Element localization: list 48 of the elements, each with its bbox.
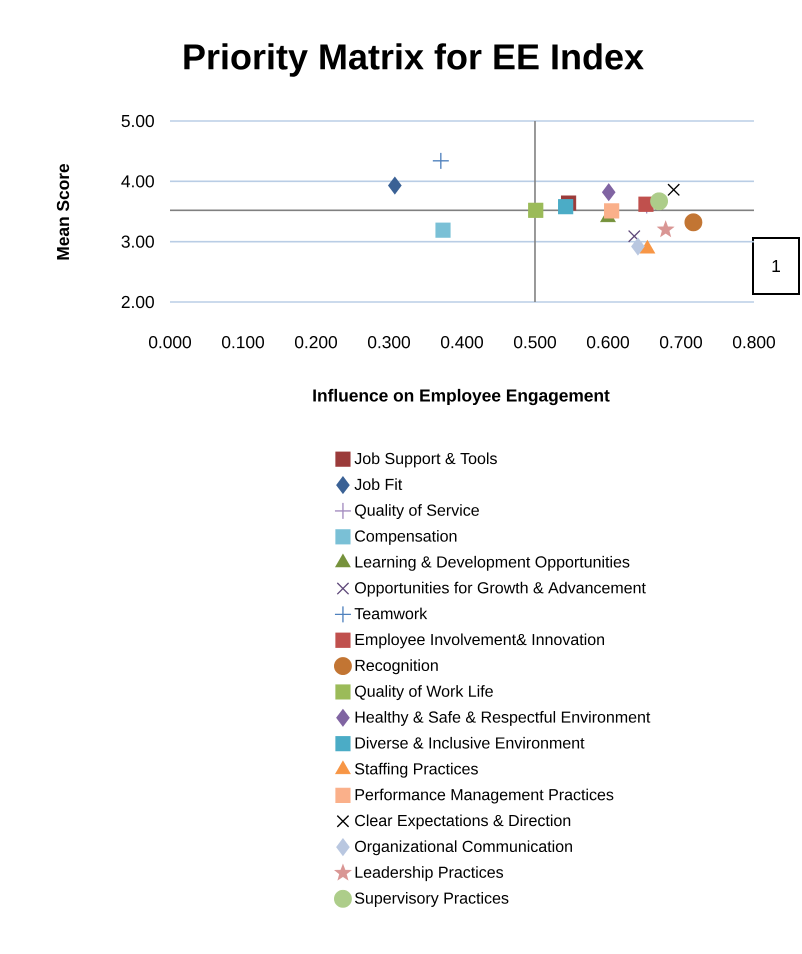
y-tick-label: 4.00 — [121, 175, 154, 188]
point — [435, 222, 451, 238]
point — [631, 238, 645, 256]
legend-label: Organizational Communication — [355, 840, 572, 856]
legend-label: Job Support & Tools — [354, 452, 497, 468]
legend-label: Compensation — [355, 530, 456, 545]
legend-label: Supervisory Practices — [355, 892, 508, 907]
legend-label: Quality of Work Life — [355, 685, 493, 700]
y-tick-label: 5.00 — [122, 114, 154, 128]
legend-label: Employee Involvement& Innovation — [356, 633, 604, 648]
x-axis-title: Influence on Employee Engagement — [313, 388, 610, 406]
point — [650, 192, 668, 210]
x-tick-label: 0.700 — [660, 336, 702, 348]
x-tick-label: 0.500 — [514, 336, 556, 348]
legend-label: Quality of Service — [355, 504, 479, 520]
legend-label: Opportunities for Growth & Advancement — [355, 582, 646, 597]
point — [657, 220, 674, 237]
point — [628, 230, 641, 243]
point — [388, 176, 402, 194]
y-tick-label: 3.00 — [122, 236, 154, 248]
x-tick-label: 0.300 — [368, 336, 410, 348]
point — [684, 213, 702, 232]
x-tick-label: 0.400 — [440, 336, 484, 348]
text: 1 — [772, 260, 780, 272]
x-tick-label: 0.800 — [732, 336, 775, 348]
x-tick-label: 0.000 — [148, 336, 192, 348]
legend-label: Job Fit — [354, 478, 402, 490]
x-tick-label: 0.200 — [294, 336, 338, 348]
legend-label: Recognition — [356, 659, 438, 674]
point — [432, 152, 450, 170]
legend-label: Leadership Practices — [356, 866, 504, 882]
x-tick-label: 0.600 — [586, 336, 629, 348]
x-tick-label: 0.100 — [222, 336, 264, 348]
point — [604, 203, 620, 219]
point — [528, 202, 544, 218]
y-axis-title: Mean Score — [56, 164, 70, 260]
point — [667, 183, 680, 196]
legend-label: Diverse & Inclusive Environment — [356, 736, 584, 749]
y-tick-label: 2.00 — [122, 296, 154, 308]
legend-label: Healthy & Safe & Respectful Environment — [356, 711, 650, 726]
legend-label: Performance Management Practices — [356, 788, 614, 804]
point — [602, 183, 616, 202]
legend-label: Teamwork — [354, 608, 428, 620]
legend-label: Staffing Practices — [355, 762, 478, 778]
legend-label: Learning & Development Opportunities — [356, 556, 630, 571]
point — [558, 199, 574, 214]
legend-label: Clear Expectations & Direction — [355, 814, 570, 830]
chart-title: Priority Matrix for EE Index — [184, 43, 644, 77]
